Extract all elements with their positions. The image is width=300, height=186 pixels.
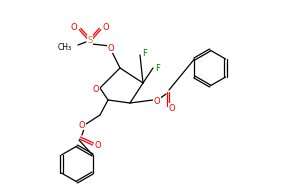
Text: O: O [95, 140, 101, 150]
Text: O: O [79, 121, 85, 129]
Text: S: S [87, 36, 93, 44]
Text: O: O [103, 23, 109, 31]
Text: CH₃: CH₃ [58, 42, 72, 52]
Text: O: O [71, 23, 77, 31]
Text: F: F [156, 63, 161, 73]
Text: O: O [154, 97, 160, 105]
Text: O: O [108, 44, 114, 52]
Text: O: O [93, 84, 99, 94]
Text: F: F [142, 49, 147, 57]
Text: O: O [169, 103, 175, 113]
